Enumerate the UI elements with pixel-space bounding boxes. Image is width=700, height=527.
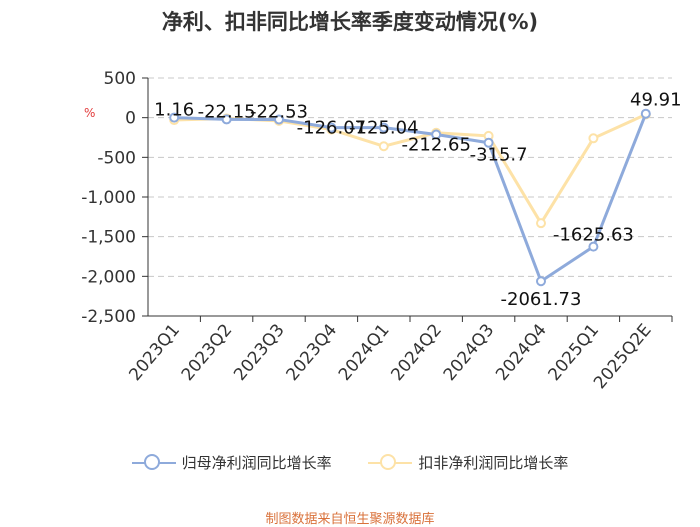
data-label: -22.53 [250, 101, 308, 122]
data-label: -126.07 [297, 118, 366, 139]
data-point [274, 114, 284, 125]
x-tick-label: 2023Q3 [230, 320, 289, 385]
unit-label: % [84, 106, 96, 120]
y-tick-label: -1,500 [81, 228, 136, 248]
data-point [588, 241, 599, 252]
data-point [640, 108, 651, 119]
data-point [378, 122, 389, 133]
series-line [174, 113, 648, 284]
x-tick-label: 2024Q3 [440, 320, 499, 385]
data-label: -125.04 [349, 118, 418, 139]
data-point [588, 133, 599, 144]
x-tick-label: 2024Q1 [335, 320, 394, 385]
y-tick-label: -1,000 [81, 188, 136, 208]
data-point [326, 122, 337, 133]
x-tick-label: 2024Q4 [492, 320, 551, 385]
x-tick-label: 2023Q1 [125, 320, 184, 385]
data-label: -1625.63 [553, 225, 634, 246]
y-tick-label: 500 [104, 69, 136, 89]
y-tick-label: 0 [125, 109, 136, 129]
data-source-note: 制图数据来自恒生聚源数据库 [265, 512, 435, 527]
y-tick-label: -2,000 [81, 267, 136, 287]
legend: 归母净利润同比增长率 扣非净利润同比增长率 [0, 452, 700, 476]
legend-swatch-icon [368, 453, 413, 472]
data-point [536, 276, 546, 287]
x-tick-label: 2023Q4 [283, 320, 342, 385]
legend-item-deducted-net-profit[interactable]: 扣非净利润同比增长率 [368, 452, 568, 473]
y-tick-label: -2,500 [81, 307, 136, 327]
data-point [483, 137, 494, 148]
data-point [169, 112, 180, 123]
legend-label: 归母净利润同比增长率 [181, 454, 332, 472]
chart-title: 净利、扣非同比增长率季度变动情况(%) [161, 10, 539, 34]
legend-label: 扣非净利润同比增长率 [418, 454, 569, 472]
data-label: 49.91 [630, 90, 682, 111]
x-tick-label: 2024Q2 [387, 320, 446, 385]
data-label: -2061.73 [501, 289, 582, 310]
legend-swatch-icon [131, 453, 176, 472]
data-label: -315.7 [470, 145, 528, 166]
data-label: 1.16 [154, 100, 194, 121]
data-label: -212.65 [401, 135, 470, 156]
data-point [378, 141, 389, 152]
data-point [536, 218, 546, 229]
data-point [431, 129, 442, 140]
x-tick-label: 2023Q2 [178, 320, 237, 385]
legend-item-parent-net-profit[interactable]: 归母净利润同比增长率 [131, 452, 332, 473]
data-point [221, 114, 232, 125]
data-label: -22.15 [198, 101, 256, 122]
y-tick-label: -500 [97, 148, 136, 168]
